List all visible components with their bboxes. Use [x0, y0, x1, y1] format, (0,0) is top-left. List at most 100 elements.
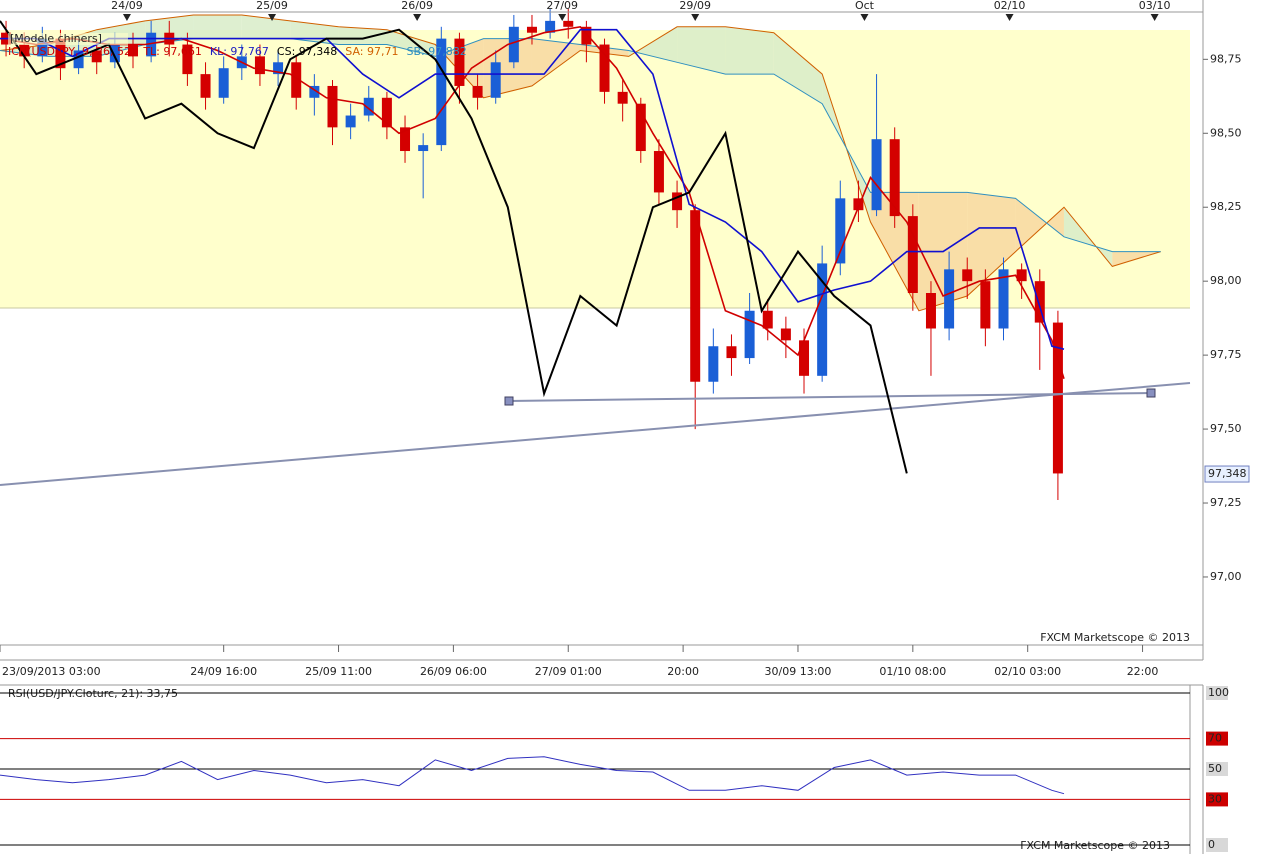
- candle-body: [889, 139, 900, 217]
- top-tick-label: 03/10: [1139, 0, 1171, 12]
- candle-body: [545, 20, 556, 33]
- y-tick-label: 98,75: [1210, 52, 1242, 65]
- candle-body: [726, 346, 737, 359]
- cloud-fill: [193, 14, 242, 39]
- candle-body: [617, 91, 628, 104]
- candle-body: [817, 263, 828, 376]
- candle-body: [363, 97, 374, 116]
- candle-body: [254, 56, 265, 75]
- day-marker: [558, 14, 567, 21]
- candle-body: [744, 310, 755, 359]
- candle-body: [55, 38, 66, 69]
- rsi-tick-label: 70: [1208, 732, 1222, 745]
- candle-body: [146, 32, 157, 57]
- zone-band: [0, 30, 1190, 308]
- cloud-fill: [773, 32, 823, 104]
- top-tick-label: 25/09: [256, 0, 288, 12]
- candle-body: [1034, 281, 1045, 323]
- candle-body: [835, 198, 846, 264]
- candle-body: [799, 340, 810, 376]
- day-marker: [1150, 14, 1159, 21]
- candle-body: [19, 44, 30, 57]
- y-tick-label: 97,25: [1210, 496, 1242, 509]
- candle-body: [672, 192, 683, 211]
- cloud-fill: [241, 14, 291, 39]
- rsi-label-bg: [1206, 838, 1228, 852]
- candle-body: [291, 62, 302, 98]
- top-tick-label: 02/10: [994, 0, 1026, 12]
- x-tick-label: 22:00: [1127, 665, 1159, 678]
- rsi-line: [0, 756, 1065, 795]
- candle-body: [182, 44, 193, 75]
- rsi-tick-label: 100: [1208, 686, 1229, 699]
- candle-body: [599, 44, 610, 92]
- candle-body: [381, 97, 392, 128]
- candle-body: [853, 198, 864, 211]
- legend-entry: ICH(USD/JPY, 9, 26, 52): [8, 45, 135, 58]
- candle-body: [472, 85, 483, 98]
- cloud-fill: [1015, 198, 1064, 252]
- ichimoku-line: [0, 28, 1065, 350]
- candle-body: [454, 38, 465, 86]
- y-tick-label: 98,00: [1210, 274, 1242, 287]
- candle-body: [273, 62, 284, 75]
- label-bg: [8, 33, 128, 45]
- candle-body: [944, 269, 955, 329]
- line-handle[interactable]: [504, 396, 514, 406]
- ichimoku-line: [0, 20, 908, 474]
- top-tick-label: 29/09: [679, 0, 711, 12]
- candle-body: [635, 103, 646, 152]
- day-marker: [860, 14, 869, 21]
- candle-body: [980, 281, 991, 329]
- last-price-box: [1204, 465, 1250, 483]
- candle-body: [200, 74, 211, 98]
- y-tick-label: 98,50: [1210, 126, 1242, 139]
- candle-body: [400, 127, 411, 152]
- x-tick-label: 01/10 08:00: [879, 665, 946, 678]
- candle-body: [653, 151, 664, 193]
- top-tick-label: 24/09: [111, 0, 143, 12]
- legend-entry: SA: 97,71: [345, 45, 398, 58]
- rsi-label-bg: [1206, 731, 1228, 746]
- candle-body: [218, 68, 229, 98]
- rsi-tick-label: 30: [1208, 792, 1222, 805]
- day-marker: [122, 14, 131, 21]
- top-tick-label: 26/09: [401, 0, 433, 12]
- line-handle[interactable]: [1146, 388, 1156, 398]
- candle-body: [436, 38, 447, 146]
- x-tick-label: 25/09 11:00: [305, 665, 372, 678]
- candle-body: [1016, 269, 1027, 282]
- candle-body: [418, 145, 429, 152]
- candle-body: [581, 26, 592, 45]
- legend-entry: SB: 97,882: [407, 45, 467, 58]
- candle-body: [526, 26, 537, 33]
- cloud-fill: [338, 26, 387, 45]
- x-tick-label: 23/09/2013 03:00: [2, 665, 101, 678]
- candle-body: [907, 216, 918, 294]
- cloud-fill: [677, 26, 726, 75]
- candle-body: [708, 346, 719, 382]
- x-tick-label: 26/09 06:00: [420, 665, 487, 678]
- y-tick-label: 98,25: [1210, 200, 1242, 213]
- legend-entry: KL: 97,767: [210, 45, 269, 58]
- candle-body: [780, 328, 791, 341]
- candle-body: [871, 139, 882, 211]
- candle-body: [345, 115, 356, 128]
- legend-entry: CS: 97,348: [277, 45, 337, 58]
- candle-body: [563, 20, 574, 27]
- candle-body: [998, 269, 1009, 329]
- rsi-tick-label: 50: [1208, 762, 1222, 775]
- y-tick-label: 97,00: [1210, 570, 1242, 583]
- legend: ICH(USD/JPY, 9, 26, 52) TL: 97,661 KL: 97,…: [8, 45, 467, 58]
- x-tick-label: 20:00: [667, 665, 699, 678]
- x-tick-label: 24/09 16:00: [190, 665, 257, 678]
- candle-body: [73, 50, 84, 69]
- rsi-tick-label: 0: [1208, 838, 1215, 851]
- y-tick-label: 97,50: [1210, 422, 1242, 435]
- candle-body: [127, 44, 138, 57]
- cloud-fill: [725, 26, 774, 75]
- candle-body: [1052, 322, 1063, 474]
- drawn-trendline: [0, 382, 1191, 486]
